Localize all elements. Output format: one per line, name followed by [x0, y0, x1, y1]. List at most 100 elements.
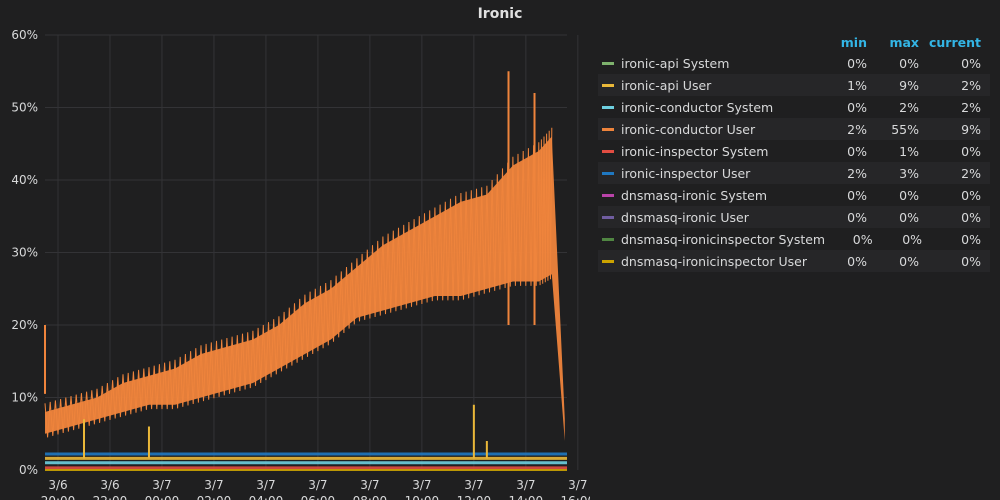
- x-tick-time-label: 08:00: [353, 494, 388, 500]
- x-tick-date-label: 3/7: [308, 478, 327, 492]
- series-color-swatch[interactable]: [602, 215, 614, 219]
- legend-current-value: 0%: [961, 231, 981, 247]
- x-tick-date-label: 3/6: [48, 478, 67, 492]
- legend-series-name[interactable]: dnsmasq-ironicinspector User: [621, 253, 807, 269]
- legend-current-value: 2%: [961, 77, 981, 93]
- legend-item[interactable]: dnsmasq-ironic System 0% 0% 0%: [598, 184, 990, 206]
- legend-min-value: 0%: [847, 99, 867, 115]
- legend-min-value: 2%: [847, 121, 867, 137]
- legend-max-value: 0%: [899, 187, 919, 203]
- legend-max-value: 0%: [899, 209, 919, 225]
- series-color-swatch[interactable]: [602, 259, 614, 263]
- x-tick-date-label: 3/7: [568, 478, 587, 492]
- legend-max-value: 0%: [899, 55, 919, 71]
- legend: min max current ironic-api System 0% 0% 0% i…: [598, 32, 990, 272]
- legend-min-value: 2%: [847, 165, 867, 181]
- x-tick-time-label: 14:00: [509, 494, 544, 500]
- x-tick-date-label: 3/7: [464, 478, 483, 492]
- legend-min-value: 0%: [847, 55, 867, 71]
- x-tick-date-label: 3/7: [256, 478, 275, 492]
- legend-series-name[interactable]: dnsmasq-ironicinspector System: [621, 231, 826, 247]
- panel-title[interactable]: Ironic: [477, 6, 523, 22]
- legend-max-value: 9%: [899, 77, 919, 93]
- legend-item[interactable]: ironic-conductor User 2% 55% 9%: [598, 118, 990, 140]
- x-tick-time-label: 16:00: [561, 494, 590, 500]
- legend-series-name[interactable]: ironic-inspector User: [621, 165, 751, 181]
- x-tick-date-label: 3/7: [412, 478, 431, 492]
- legend-min-value: 0%: [852, 231, 873, 247]
- y-tick-label: 60%: [11, 28, 38, 42]
- x-tick-date-label: 3/7: [204, 478, 223, 492]
- legend-max-value: 0%: [899, 253, 919, 269]
- legend-min-value: 0%: [847, 253, 867, 269]
- x-tick-time-label: 10:00: [405, 494, 440, 500]
- legend-min-header[interactable]: min: [840, 34, 867, 50]
- legend-current-value: 2%: [961, 99, 981, 115]
- legend-max-value: 1%: [899, 143, 919, 159]
- x-tick-date-label: 3/7: [516, 478, 535, 492]
- legend-item[interactable]: ironic-inspector User 2% 3% 2%: [598, 162, 990, 184]
- legend-item[interactable]: dnsmasq-ironicinspector System 0% 0% 0%: [598, 228, 990, 250]
- legend-current-value: 2%: [961, 165, 981, 181]
- x-tick-date-label: 3/6: [100, 478, 119, 492]
- legend-series-name[interactable]: ironic-api System: [621, 55, 730, 71]
- legend-max-value: 2%: [899, 99, 919, 115]
- x-tick-date-label: 3/7: [360, 478, 379, 492]
- legend-max-header[interactable]: max: [889, 34, 919, 50]
- series-color-swatch[interactable]: [602, 105, 614, 109]
- chart-area[interactable]: 0% 10% 20% 30% 40% 50% 60% 3/6 20:00 3/6 22:00 3/7…: [0, 0, 590, 500]
- y-axis: 0% 10% 20% 30% 40% 50% 60%: [11, 28, 38, 477]
- legend-current-value: 0%: [961, 143, 981, 159]
- y-tick-label: 20%: [11, 318, 38, 332]
- series-color-swatch[interactable]: [602, 171, 614, 175]
- series-color-swatch[interactable]: [602, 149, 614, 153]
- legend-max-value: 55%: [891, 121, 919, 137]
- legend-item[interactable]: dnsmasq-ironicinspector User 0% 0% 0%: [598, 250, 990, 272]
- legend-min-value: 0%: [847, 143, 867, 159]
- legend-item[interactable]: ironic-api User 1% 9% 2%: [598, 74, 990, 96]
- x-tick-time-label: 06:00: [301, 494, 336, 500]
- x-tick-time-label: 20:00: [41, 494, 76, 500]
- legend-rows: ironic-api System 0% 0% 0% ironic-api User 1%…: [598, 52, 990, 272]
- x-tick-time-label: 02:00: [197, 494, 232, 500]
- legend-series-name[interactable]: ironic-conductor User: [621, 121, 756, 137]
- legend-item[interactable]: ironic-conductor System 0% 2% 2%: [598, 96, 990, 118]
- legend-current-header[interactable]: current: [929, 34, 981, 50]
- series-color-swatch[interactable]: [602, 193, 614, 197]
- series-color-swatch[interactable]: [602, 83, 614, 87]
- x-tick-time-label: 04:00: [249, 494, 284, 500]
- legend-current-value: 0%: [961, 253, 981, 269]
- y-tick-label: 50%: [11, 101, 38, 115]
- legend-item[interactable]: dnsmasq-ironic User 0% 0% 0%: [598, 206, 990, 228]
- series-color-swatch[interactable]: [602, 127, 614, 131]
- legend-series-name[interactable]: ironic-conductor System: [621, 99, 774, 115]
- y-tick-label: 40%: [11, 173, 38, 187]
- x-tick-time-label: 22:00: [93, 494, 128, 500]
- series-band-ironic-conductor-user: [45, 136, 565, 441]
- x-tick-date-label: 3/7: [152, 478, 171, 492]
- legend-series-name[interactable]: ironic-api User: [621, 77, 712, 93]
- x-axis: 3/6 20:00 3/6 22:00 3/7 00:00 3/7 02:00 3/7 04:00…: [41, 478, 590, 500]
- series-line-ironic-conductor-user: [44, 127, 553, 438]
- legend-current-value: 0%: [961, 187, 981, 203]
- legend-current-value: 0%: [961, 55, 981, 71]
- legend-item[interactable]: ironic-api System 0% 0% 0%: [598, 52, 990, 74]
- series-color-swatch[interactable]: [602, 61, 614, 65]
- y-tick-label: 10%: [11, 391, 38, 405]
- legend-item[interactable]: ironic-inspector System 0% 1% 0%: [598, 140, 990, 162]
- legend-max-value: 0%: [902, 231, 923, 247]
- series-color-swatch[interactable]: [602, 237, 614, 241]
- legend-min-value: 0%: [847, 209, 867, 225]
- legend-series-name[interactable]: ironic-inspector System: [621, 143, 769, 159]
- legend-series-name[interactable]: dnsmasq-ironic User: [621, 209, 749, 225]
- x-tick-time-label: 12:00: [457, 494, 492, 500]
- legend-header: min max current: [598, 32, 990, 52]
- x-tick-time-label: 00:00: [145, 494, 180, 500]
- legend-max-value: 3%: [899, 165, 919, 181]
- legend-series-name[interactable]: dnsmasq-ironic System: [621, 187, 768, 203]
- legend-current-value: 0%: [961, 209, 981, 225]
- plot-series: [44, 71, 567, 471]
- y-tick-label: 0%: [19, 463, 38, 477]
- legend-min-value: 1%: [847, 77, 867, 93]
- legend-current-value: 9%: [961, 121, 981, 137]
